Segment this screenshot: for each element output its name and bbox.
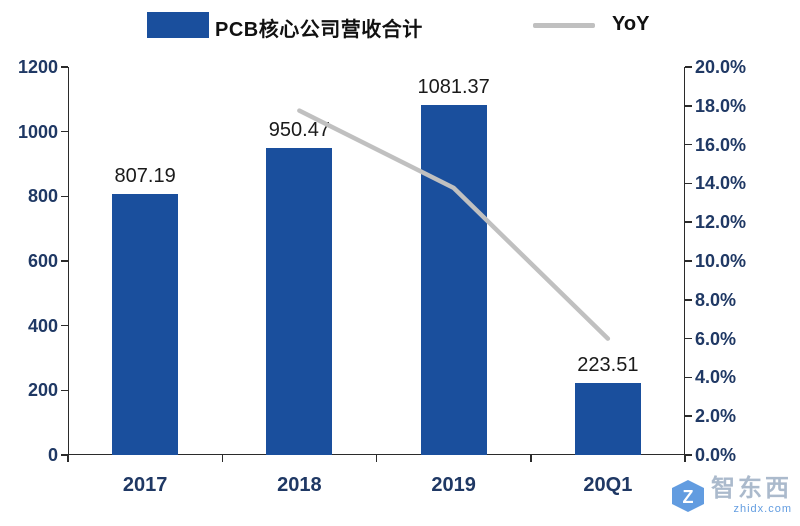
left-axis-tick (61, 389, 68, 392)
left-axis-tick-label: 400 (27, 315, 58, 336)
right-axis-tick-label: 10.0% (695, 251, 747, 271)
left-axis-tick-label: 600 (27, 251, 58, 271)
right-axis-tick (685, 299, 692, 301)
right-axis-tick (685, 143, 692, 146)
bar-data-label-20Q1: 223.51 (577, 353, 639, 376)
left-axis-tick-label: 800 (27, 186, 58, 207)
x-axis-tick (375, 455, 378, 462)
left-axis-tick (61, 454, 68, 456)
svg-text:Z: Z (683, 487, 694, 507)
left-axis-tick (61, 66, 68, 68)
watermark-logo-icon: Z (672, 479, 704, 512)
bar-20Q1 (574, 382, 641, 455)
right-axis-tick-label: 12.0% (695, 212, 747, 233)
legend-bar-label: PCB核心公司营收合计 (215, 19, 423, 41)
watermark: Z 智东西 zhidx.com (671, 475, 792, 516)
watermark-subtext: zhidx.com (733, 503, 792, 515)
legend-bar-swatch (147, 12, 209, 38)
left-axis-tick-label: 1000 (17, 121, 58, 142)
right-axis-tick (685, 260, 692, 262)
right-axis-tick-label: 18.0% (695, 95, 747, 116)
right-axis-tick (685, 182, 692, 185)
right-axis-tick-label: 6.0% (695, 328, 737, 349)
right-axis-tick (685, 415, 692, 417)
x-axis-label-2019: 2019 (431, 474, 476, 496)
watermark-name: 智东西 (711, 475, 792, 502)
right-axis-tick (685, 337, 692, 340)
right-axis-tick-label: 8.0% (695, 289, 737, 310)
right-axis-tick (685, 66, 692, 68)
legend-line-label: YoY (612, 13, 650, 35)
x-axis-label-20Q1: 20Q1 (583, 474, 633, 496)
right-axis-tick (685, 376, 692, 379)
x-axis-tick (530, 455, 532, 462)
right-axis-tick-label: 2.0% (695, 406, 737, 427)
left-axis-tick (61, 130, 68, 133)
bar-2019 (420, 105, 487, 455)
left-axis-tick (61, 324, 68, 327)
x-axis-label-2018: 2018 (277, 474, 322, 496)
bar-data-label-2019: 1081.37 (417, 76, 490, 99)
bar-2017 (112, 194, 179, 455)
right-axis-tick (685, 105, 692, 107)
right-axis-tick-label: 4.0% (695, 367, 737, 388)
x-axis-label-2017: 2017 (122, 474, 168, 496)
watermark-text: 智东西 zhidx.com (711, 475, 792, 516)
bar-data-label-2017: 807.19 (114, 165, 176, 187)
x-axis-tick (221, 455, 223, 462)
left-axis-tick (61, 195, 68, 198)
x-axis-tick (67, 455, 69, 462)
right-axis-tick-label: 0.0% (695, 445, 737, 465)
legend-line-swatch (533, 23, 595, 28)
bar-2018 (266, 147, 333, 455)
left-axis-tick-label: 200 (27, 380, 58, 401)
left-axis-tick-label: 0 (47, 445, 58, 465)
right-axis-tick (685, 221, 692, 223)
x-axis-tick (684, 455, 686, 462)
bar-data-label-2018: 950.47 (268, 118, 330, 141)
right-axis-tick-label: 14.0% (695, 173, 747, 194)
left-axis-tick-label: 1200 (17, 57, 58, 77)
right-axis-tick (685, 454, 692, 456)
yoy-line (297, 108, 611, 341)
left-axis-tick (61, 260, 68, 262)
right-axis-tick-label: 16.0% (695, 134, 747, 155)
right-axis-tick-label: 20.0% (695, 57, 747, 77)
